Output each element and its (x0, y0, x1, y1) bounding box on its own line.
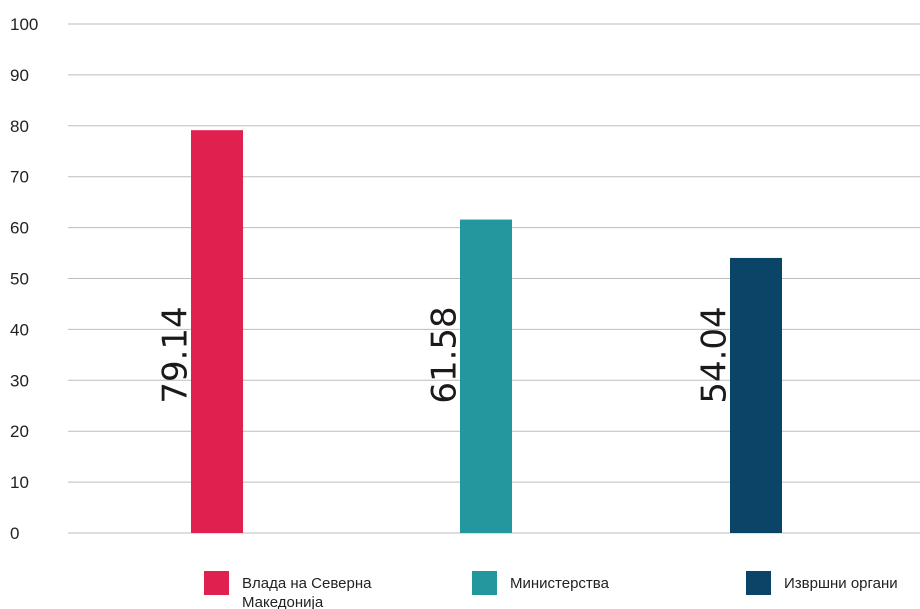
y-tick-label-30: 30 (10, 371, 29, 390)
bar-3 (730, 257, 782, 533)
legend-swatch-1 (204, 571, 229, 595)
bar-value-labels: 79.14 61.58 54.04 (156, 306, 735, 403)
legend-label-1-line-1: Влада на Северна (242, 575, 372, 592)
legend-label-1-line-2: Македонија (242, 594, 324, 609)
bars (191, 130, 782, 533)
legend: Влада на Северна Македонија Министерства Из… (204, 571, 898, 609)
y-tick-label-90: 90 (10, 66, 29, 85)
y-tick-label-50: 50 (10, 270, 29, 289)
bar-value-label-2: 61.58 (425, 306, 465, 403)
bar-1 (191, 130, 243, 533)
y-tick-label-70: 70 (10, 168, 29, 187)
legend-label-3-line-1: Извршни органи (784, 575, 898, 592)
legend-swatch-3 (746, 571, 771, 595)
bar-value-label-3: 54.04 (695, 306, 735, 403)
y-tick-label-10: 10 (10, 473, 29, 492)
y-axis-tick-labels: 0 10 20 30 40 50 60 70 80 90 100 (10, 15, 38, 543)
legend-item-2: Министерства (472, 571, 610, 595)
y-tick-label-20: 20 (10, 422, 29, 441)
y-tick-label-40: 40 (10, 320, 29, 339)
y-tick-label-80: 80 (10, 117, 29, 136)
legend-item-1: Влада на Северна Македонија (204, 571, 372, 609)
bar-2 (460, 219, 512, 533)
bar-value-label-1: 79.14 (156, 306, 196, 403)
legend-item-3: Извршни органи (746, 571, 898, 595)
y-tick-label-100: 100 (10, 15, 38, 34)
legend-swatch-2 (472, 571, 497, 595)
legend-label-2-line-1: Министерства (510, 575, 610, 592)
y-tick-label-60: 60 (10, 219, 29, 238)
y-tick-label-0: 0 (10, 524, 19, 543)
